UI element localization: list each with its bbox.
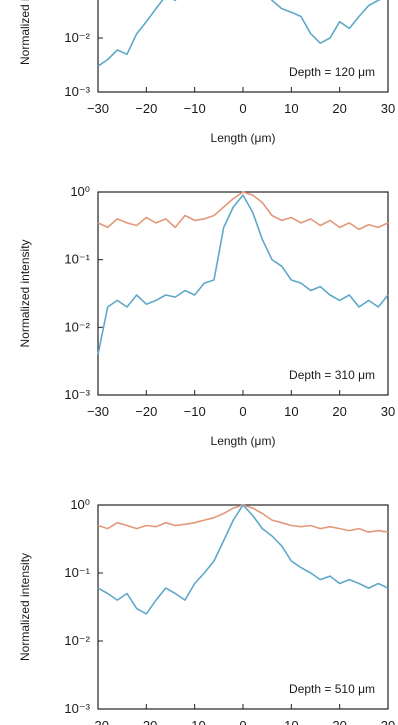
y-tick-label: 10⁻¹: [64, 252, 90, 267]
y-tick-label: 10⁻³: [64, 387, 90, 402]
y-tick-label: 10⁰: [70, 184, 90, 199]
x-tick-label: 20: [332, 101, 346, 116]
x-tick-label: −30: [87, 101, 109, 116]
series-line: [97, 194, 389, 355]
y-tick-label: 10⁻²: [64, 319, 90, 334]
x-tick-label: 10: [284, 404, 298, 419]
y-tick-label: 10⁰: [70, 497, 90, 512]
x-tick-label: −10: [184, 404, 206, 419]
x-tick-label: −10: [184, 101, 206, 116]
x-tick-label: −20: [135, 718, 157, 725]
x-tick-label: −30: [87, 404, 109, 419]
depth-label: Depth = 310 μm: [289, 368, 375, 382]
series-line: [97, 504, 389, 615]
x-tick-label: −20: [135, 101, 157, 116]
y-tick-label: 10⁻²: [64, 30, 90, 45]
x-tick-label: 10: [284, 101, 298, 116]
y-axis-label: Normalized intensity: [18, 239, 32, 347]
x-tick-label: 10: [284, 718, 298, 725]
x-axis-label: Length (μm): [211, 434, 276, 448]
y-tick-label: 10⁻³: [64, 84, 90, 99]
x-tick-label: 30: [381, 718, 395, 725]
x-tick-label: 30: [381, 101, 395, 116]
depth-label: Depth = 510 μm: [289, 682, 375, 696]
series-line: [97, 504, 389, 533]
x-tick-label: −20: [135, 404, 157, 419]
y-tick-label: 10⁻¹: [64, 565, 90, 580]
y-tick-label: 10⁻³: [64, 701, 90, 716]
x-tick-label: −30: [87, 718, 109, 725]
x-tick-label: −10: [184, 718, 206, 725]
x-tick-label: 0: [239, 404, 246, 419]
plot-frame: [97, 504, 389, 710]
series-line: [97, 191, 389, 231]
x-tick-label: 20: [332, 404, 346, 419]
x-tick-label: 20: [332, 718, 346, 725]
series-line: [97, 0, 381, 67]
x-tick-label: 0: [239, 718, 246, 725]
y-axis-label: Normalized intensity: [18, 0, 32, 65]
x-axis-label: Length (μm): [211, 131, 276, 145]
depth-label: Depth = 120 μm: [289, 65, 375, 79]
y-axis-label: Normalized intensity: [18, 553, 32, 661]
x-tick-label: 30: [381, 404, 395, 419]
y-tick-label: 10⁻²: [64, 633, 90, 648]
x-tick-label: 0: [239, 101, 246, 116]
